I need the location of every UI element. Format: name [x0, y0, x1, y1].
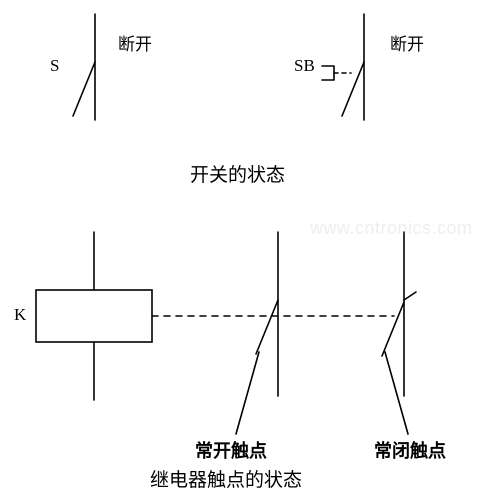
watermark-text: www.cntronics.com: [310, 218, 473, 239]
upper-caption: 开关的状态: [190, 160, 285, 187]
switch-sb-state-label: 断开: [390, 30, 424, 55]
relay-label: K: [14, 305, 26, 325]
no-leader-line: [236, 352, 259, 434]
no-contact-blade: [256, 300, 278, 354]
switch-sb-detent: [322, 66, 334, 80]
lower-caption: 继电器触点的状态: [150, 465, 302, 492]
switch-s-blade: [73, 62, 95, 116]
no-contact-label: 常开触点: [195, 437, 267, 463]
switch-s-label: S: [50, 56, 59, 76]
switch-sb-label: SB: [294, 56, 315, 76]
nc-contact-stopper: [404, 292, 416, 300]
switch-s-state-label: 断开: [118, 30, 152, 55]
switch-sb-blade: [342, 62, 364, 116]
relay-coil-box: [36, 290, 152, 342]
nc-contact-label: 常闭触点: [374, 437, 446, 463]
nc-contact-blade: [382, 302, 404, 356]
